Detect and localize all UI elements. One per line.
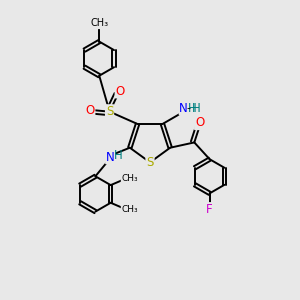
Text: F: F: [206, 203, 213, 216]
Text: N: N: [106, 151, 115, 164]
Text: O: O: [195, 116, 204, 129]
Text: N: N: [179, 102, 188, 115]
Text: CH₃: CH₃: [122, 174, 138, 183]
Text: -: -: [186, 103, 190, 113]
Text: CH₃: CH₃: [90, 18, 108, 28]
Text: H: H: [188, 102, 196, 115]
Text: S: S: [146, 156, 154, 169]
Text: H: H: [192, 102, 200, 115]
Text: S: S: [106, 105, 113, 118]
Text: H: H: [114, 149, 122, 162]
Text: CH₃: CH₃: [122, 205, 138, 214]
Text: O: O: [85, 104, 94, 117]
Text: O: O: [116, 85, 125, 98]
